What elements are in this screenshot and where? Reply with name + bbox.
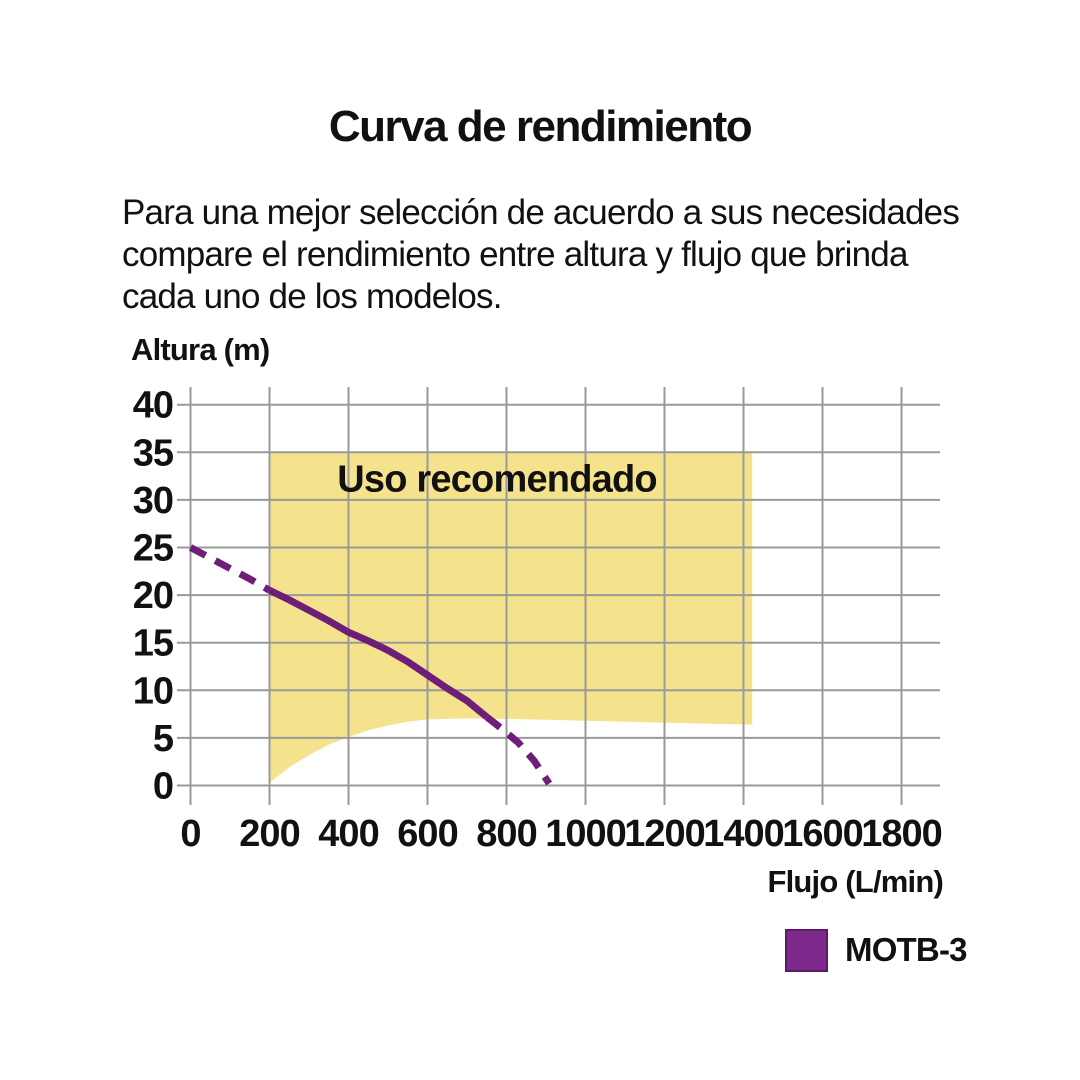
legend-label-motb3: MOTB-3 [845,931,968,968]
x-tick-label: 400 [318,813,378,855]
y-tick-label: 35 [133,432,174,474]
curve-motb-3-solid [267,587,489,720]
region-annotation: Uso recomendado [337,458,657,500]
x-tick-label: 600 [397,813,457,855]
intro-line-1: Para una mejor selección de acuerdo a su… [122,193,960,232]
y-axis-title: Altura (m) [131,332,270,367]
legend: MOTB-3 [785,928,968,972]
legend-swatch-motb3 [785,928,828,972]
x-tick-label: 1200 [624,813,705,855]
x-tick-label: 0 [180,813,200,855]
x-tick-label: 1600 [782,813,863,855]
y-tick-label: 25 [133,528,174,570]
recommended-region [269,452,753,783]
x-tick-label: 1800 [861,813,942,855]
x-axis-title: Flujo (L/min) [767,864,943,899]
x-tick-label: 800 [476,813,536,855]
page-title: Curva de rendimiento [328,102,753,151]
curve-motb-3-dashed [484,714,553,786]
y-tick-label: 5 [153,718,174,760]
intro-text: Para una mejor selección de acuerdo a su… [122,192,960,318]
x-tick-label: 1000 [545,813,626,855]
intro-line-3: cada uno de los modelos. [122,277,502,316]
y-tick-label: 10 [133,670,173,712]
y-tick-label: 20 [133,575,173,617]
y-tick-label: 40 [133,385,173,427]
x-tick-label: 200 [239,813,299,855]
curve-motb-3-dashed [188,544,272,594]
intro-line-2: compare el rendimiento entre altura y fl… [122,235,908,274]
y-tick-label: 30 [133,480,173,522]
y-tick-label: 15 [133,623,174,665]
x-tick-label: 1400 [703,813,784,855]
y-tick-label: 0 [153,766,173,808]
